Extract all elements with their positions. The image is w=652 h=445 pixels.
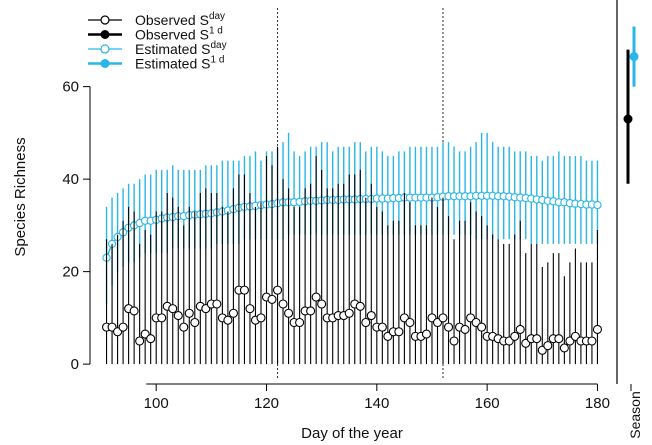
legend-label-superscript: 1 d xyxy=(210,55,224,66)
observed-point xyxy=(317,299,327,309)
x-tick-label: 160 xyxy=(475,395,500,412)
observed-series-layer xyxy=(101,146,603,365)
observed-point xyxy=(267,294,277,304)
observed-point xyxy=(190,317,200,328)
observed-point xyxy=(212,299,222,309)
observed-point xyxy=(394,327,404,337)
legend-marker-open xyxy=(100,15,110,25)
observed-point xyxy=(554,334,564,344)
observed-point xyxy=(129,306,139,316)
observed-point xyxy=(256,313,266,323)
estimated-series-layer xyxy=(102,132,602,304)
legend-marker-filled xyxy=(100,59,110,68)
legend-item: Estimated Sday xyxy=(88,40,227,57)
legend-label: Estimated S1 d xyxy=(135,55,224,72)
legend-label-superscript: 1 d xyxy=(209,26,223,37)
observed-point xyxy=(239,285,249,295)
legend-label: Observed S1 d xyxy=(135,26,223,43)
x-tick-label: 120 xyxy=(254,395,279,412)
observed-point xyxy=(355,301,365,311)
season-estimated-point xyxy=(629,52,639,62)
observed-point xyxy=(592,324,603,334)
observed-point xyxy=(587,336,597,346)
observed-point xyxy=(228,308,238,318)
observed-point xyxy=(405,317,415,328)
observed-point xyxy=(366,311,376,321)
observed-point xyxy=(377,322,387,332)
observed-point xyxy=(245,304,255,314)
x-tick-label: 100 xyxy=(144,395,169,412)
legend-label-base: Estimated S xyxy=(135,41,210,57)
y-tick-label: 20 xyxy=(62,264,79,281)
observed-point xyxy=(295,317,305,328)
legend-label: Observed Sday xyxy=(135,11,225,28)
observed-point xyxy=(515,324,525,334)
observed-point xyxy=(477,322,487,332)
observed-point xyxy=(284,308,294,318)
y-tick-label: 40 xyxy=(62,171,79,188)
observed-point xyxy=(438,313,448,323)
season-panel xyxy=(616,0,639,391)
observed-point xyxy=(135,336,145,346)
estimated-series-line xyxy=(105,195,598,259)
legend-item: Observed Sday xyxy=(88,11,225,28)
observed-point xyxy=(449,336,459,346)
observed-point xyxy=(157,313,167,323)
y-axis-label: Species Richness xyxy=(12,137,29,256)
legend-item: Estimated S1 d xyxy=(88,55,224,72)
observed-point xyxy=(272,285,283,295)
observed-point xyxy=(306,306,316,316)
observed-point xyxy=(168,304,178,314)
legend-label-superscript: day xyxy=(209,11,225,22)
season-observed-point xyxy=(623,114,633,124)
observed-point xyxy=(146,334,156,344)
observed-point xyxy=(118,322,128,332)
observed-point xyxy=(184,308,194,318)
y-tick-label: 0 xyxy=(71,356,79,373)
observed-point xyxy=(223,315,233,325)
axes-layer: 0 20 40 60 100 120 140 160 180 xyxy=(62,79,610,412)
observed-point xyxy=(460,324,470,334)
observed-point xyxy=(543,341,553,351)
estimated-point xyxy=(593,200,602,210)
x-tick-label: 180 xyxy=(585,395,610,412)
x-axis-label: Day of the year xyxy=(301,425,403,442)
observed-point xyxy=(361,317,371,328)
legend-marker-filled xyxy=(100,30,110,39)
legend-label-base: Estimated S xyxy=(135,56,210,72)
season-label: Season xyxy=(627,391,643,438)
legend-label-base: Observed S xyxy=(135,12,209,28)
x-tick-label: 140 xyxy=(364,395,389,412)
legend-item: Observed S1 d xyxy=(88,26,223,43)
observed-point xyxy=(443,322,454,332)
observed-point xyxy=(179,322,189,332)
observed-point xyxy=(559,343,569,353)
legend-label-base: Observed S xyxy=(135,27,209,43)
legend-label: Estimated Sday xyxy=(135,40,227,57)
observed-point xyxy=(278,299,288,309)
observed-point xyxy=(344,308,354,318)
observed-point xyxy=(532,334,542,344)
observed-point xyxy=(311,292,321,302)
y-tick-label: 60 xyxy=(62,79,79,96)
observed-point xyxy=(173,311,183,321)
legend-marker-open xyxy=(100,44,110,54)
observed-point xyxy=(421,329,432,339)
legend-label-superscript: day xyxy=(210,40,226,51)
observed-point xyxy=(510,331,520,341)
